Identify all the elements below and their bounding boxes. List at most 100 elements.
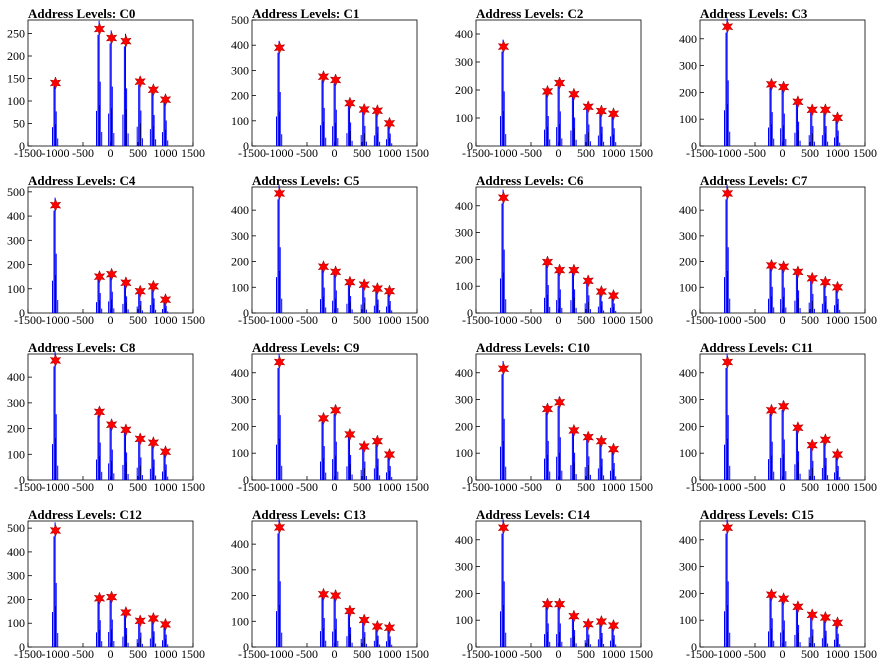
x-tick-label: 500: [801, 146, 819, 160]
peak-marker: [721, 186, 734, 201]
y-tick-label: 300: [679, 59, 697, 73]
x-tick-label: 0: [108, 647, 114, 661]
peak-marker: [831, 111, 844, 125]
chart-panel-7: Address Levels: C7 0 100 200 300 400 -1500 -100…: [679, 173, 877, 327]
peak-marker: [792, 421, 804, 435]
peak-marker: [765, 77, 778, 92]
x-tick-label: -1000: [490, 480, 518, 494]
chart-title: Address Levels: C8: [28, 340, 136, 355]
x-tick-label: 500: [129, 313, 147, 327]
peak-marker: [317, 70, 330, 84]
y-tick-label: 400: [231, 38, 249, 52]
x-tick-label: 1500: [181, 647, 205, 661]
x-tick-label: 1500: [405, 146, 429, 160]
y-tick-label: 300: [7, 233, 25, 247]
x-tick-label: 0: [556, 313, 562, 327]
x-tick-label: 1000: [378, 313, 402, 327]
peak-marker: [553, 76, 566, 90]
x-tick-label: 500: [129, 480, 147, 494]
peak-marker: [777, 80, 790, 94]
y-tick-label: 400: [7, 370, 25, 384]
chart-title: Address Levels: C5: [252, 173, 360, 188]
peak-marker: [371, 281, 384, 296]
peak-marker: [831, 280, 844, 294]
x-tick-label: 1500: [853, 313, 877, 327]
x-tick-label: -1500: [238, 647, 266, 661]
x-tick-label: 1500: [629, 146, 653, 160]
chart-panel-14: Address Levels: C14 0 100 200 300 400 -1500 -10…: [455, 507, 653, 661]
x-tick-label: -1000: [490, 146, 518, 160]
y-tick-label: 100: [7, 282, 25, 296]
y-tick-label: 150: [7, 72, 25, 86]
x-tick-label: 0: [556, 480, 562, 494]
peak-marker: [159, 445, 172, 459]
peak-marker: [541, 402, 554, 416]
peak-marker: [806, 608, 818, 622]
peak-marker: [49, 523, 62, 538]
x-tick-label: -1000: [714, 313, 742, 327]
x-tick-label: -500: [520, 647, 542, 661]
peak-marker: [721, 355, 734, 369]
x-tick-label: -500: [72, 480, 94, 494]
peak-marker: [134, 432, 146, 446]
x-tick-label: 0: [780, 146, 786, 160]
peak-marker: [105, 590, 118, 604]
x-tick-label: 1000: [826, 647, 850, 661]
peak-marker: [317, 411, 330, 426]
peak-marker: [273, 186, 286, 201]
x-tick-label: 1000: [378, 647, 402, 661]
peak-marker: [383, 447, 396, 462]
peak-marker: [159, 292, 172, 307]
x-tick-label: -500: [72, 313, 94, 327]
peak-marker: [371, 104, 384, 118]
x-tick-label: 1500: [405, 313, 429, 327]
y-tick-label: 0: [19, 139, 25, 153]
peak-marker: [497, 362, 510, 376]
y-tick-label: 300: [679, 393, 697, 407]
peak-marker: [273, 41, 286, 55]
peak-marker: [777, 260, 790, 274]
peak-marker: [831, 447, 844, 462]
y-tick-label: 100: [679, 280, 697, 294]
peak-marker: [159, 92, 172, 107]
x-tick-label: -1500: [462, 480, 490, 494]
x-tick-label: -500: [296, 313, 318, 327]
peak-marker: [819, 275, 832, 289]
chart-panel-15: Address Levels: C15 0 100 200 300 400 -1500 -10…: [679, 507, 877, 661]
y-tick-label: 250: [7, 27, 25, 41]
peak-marker: [553, 263, 566, 277]
x-tick-label: 1000: [154, 647, 178, 661]
peak-marker: [371, 434, 384, 448]
x-tick-label: 0: [556, 647, 562, 661]
x-tick-label: 1500: [629, 647, 653, 661]
peak-marker: [553, 395, 566, 409]
chart-panel-11: Address Levels: C11 0 100 200 300 400 -1500 -10…: [679, 340, 877, 494]
x-tick-label: 500: [129, 146, 147, 160]
y-tick-label: 200: [455, 419, 473, 433]
y-tick-label: 200: [455, 83, 473, 97]
x-tick-label: -500: [72, 146, 94, 160]
x-tick-label: 1000: [154, 146, 178, 160]
peak-marker: [806, 103, 818, 117]
y-tick-label: 200: [231, 255, 249, 269]
peak-marker: [497, 521, 510, 535]
y-tick-label: 300: [679, 229, 697, 243]
x-tick-label: -1000: [490, 313, 518, 327]
x-tick-label: -1000: [42, 146, 70, 160]
x-tick-label: 0: [780, 313, 786, 327]
y-tick-label: 400: [679, 203, 697, 217]
chart-panel-9: Address Levels: C9 0 100 200 300 400 -1500 -100…: [231, 340, 429, 494]
x-tick-label: 0: [556, 146, 562, 160]
x-tick-label: -1000: [714, 146, 742, 160]
y-tick-label: 500: [7, 521, 25, 535]
peak-marker: [721, 20, 734, 34]
y-tick-label: 500: [7, 185, 25, 199]
y-tick-label: 300: [455, 560, 473, 574]
x-tick-label: 1500: [853, 480, 877, 494]
peak-marker: [765, 403, 778, 417]
peak-marker: [607, 288, 620, 303]
x-tick-label: 1500: [853, 146, 877, 160]
x-tick-label: -1000: [42, 647, 70, 661]
peak-marker: [105, 418, 118, 432]
